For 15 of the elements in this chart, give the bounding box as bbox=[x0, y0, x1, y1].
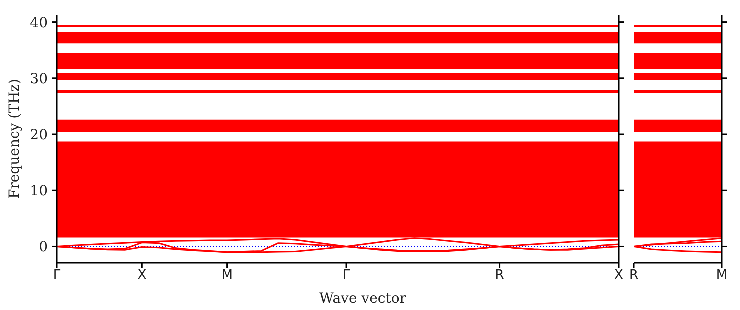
x-tick-label: Γ bbox=[342, 268, 351, 284]
y-tick-label: 40 bbox=[30, 15, 48, 32]
x-tick-label: X bbox=[138, 268, 147, 284]
y-tick-label: 0 bbox=[39, 240, 48, 256]
x-tick-label: M bbox=[222, 268, 233, 284]
x-tick-label: R bbox=[629, 268, 639, 284]
y-tick-label: 10 bbox=[30, 184, 48, 200]
x-tick-label: R bbox=[495, 268, 504, 284]
x-axis-title: Wave vector bbox=[320, 291, 407, 307]
y-tick-label: 20 bbox=[30, 127, 48, 144]
x-tick-label: X bbox=[614, 268, 624, 284]
y-tick-label: 30 bbox=[30, 71, 48, 88]
y-axis-title: Frequency (THz) bbox=[6, 78, 23, 200]
x-tick-label: M bbox=[716, 268, 728, 284]
x-tick-label: Γ bbox=[53, 268, 62, 284]
